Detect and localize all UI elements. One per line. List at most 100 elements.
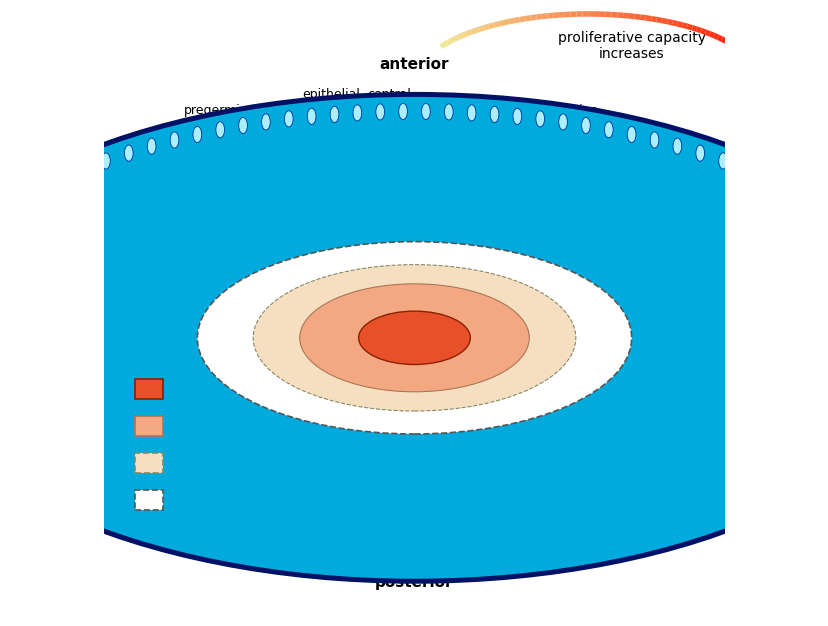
Ellipse shape <box>0 357 4 365</box>
Ellipse shape <box>558 114 566 130</box>
Ellipse shape <box>193 126 201 143</box>
Ellipse shape <box>170 132 179 148</box>
Ellipse shape <box>0 126 828 550</box>
Ellipse shape <box>0 147 828 528</box>
FancyBboxPatch shape <box>135 490 163 510</box>
Ellipse shape <box>284 111 293 127</box>
Ellipse shape <box>0 151 828 524</box>
Ellipse shape <box>0 96 828 580</box>
Ellipse shape <box>79 162 87 178</box>
Ellipse shape <box>824 334 828 342</box>
Ellipse shape <box>741 162 749 178</box>
Text: epithelial
cells: epithelial cells <box>301 88 359 116</box>
Ellipse shape <box>0 334 4 342</box>
Ellipse shape <box>0 381 4 388</box>
Text: germinative
zone: germinative zone <box>125 147 200 175</box>
Text: proliferative capacity
increases: proliferative capacity increases <box>557 31 705 61</box>
Ellipse shape <box>763 172 773 188</box>
Ellipse shape <box>10 196 19 212</box>
Ellipse shape <box>33 183 41 199</box>
Ellipse shape <box>55 172 65 188</box>
Text: capsule: capsule <box>433 558 481 571</box>
Ellipse shape <box>0 106 828 570</box>
Text: germinative
zone: germinative zone <box>599 147 675 175</box>
Ellipse shape <box>649 132 658 148</box>
Ellipse shape <box>0 404 4 411</box>
Ellipse shape <box>73 189 755 487</box>
Ellipse shape <box>2 156 826 520</box>
FancyBboxPatch shape <box>135 453 163 473</box>
Ellipse shape <box>0 143 828 533</box>
Ellipse shape <box>124 145 133 161</box>
Ellipse shape <box>444 104 453 120</box>
Ellipse shape <box>0 121 828 555</box>
FancyBboxPatch shape <box>135 416 163 436</box>
Ellipse shape <box>300 284 528 392</box>
Text: anterior: anterior <box>379 58 449 73</box>
Ellipse shape <box>0 135 828 541</box>
Text: transitional
zone: transitional zone <box>608 423 679 451</box>
Ellipse shape <box>359 311 469 364</box>
Ellipse shape <box>0 264 4 272</box>
Text: adult nucleus: adult nucleus <box>171 494 255 507</box>
Ellipse shape <box>398 103 407 120</box>
Ellipse shape <box>809 196 818 212</box>
Text: infantile nucleus: infantile nucleus <box>171 456 274 470</box>
Ellipse shape <box>102 153 110 169</box>
Ellipse shape <box>421 103 430 120</box>
Ellipse shape <box>32 171 796 505</box>
Ellipse shape <box>604 121 613 138</box>
Text: embryonic nucleus: embryonic nucleus <box>171 382 290 395</box>
Ellipse shape <box>824 287 828 295</box>
Ellipse shape <box>467 105 475 121</box>
Ellipse shape <box>0 311 4 318</box>
Ellipse shape <box>824 264 828 272</box>
Ellipse shape <box>353 105 361 121</box>
Ellipse shape <box>0 96 828 580</box>
Text: pregerminative
zone: pregerminative zone <box>503 103 598 131</box>
Ellipse shape <box>824 357 828 365</box>
Ellipse shape <box>0 116 828 560</box>
Ellipse shape <box>238 118 247 133</box>
Ellipse shape <box>672 138 681 154</box>
Text: bow: bow <box>500 545 526 558</box>
Ellipse shape <box>787 183 795 199</box>
Ellipse shape <box>489 106 498 123</box>
Text: transitional
zone: transitional zone <box>128 423 199 451</box>
Ellipse shape <box>147 138 156 154</box>
Ellipse shape <box>718 153 726 169</box>
Ellipse shape <box>824 381 828 388</box>
FancyBboxPatch shape <box>135 379 163 399</box>
Ellipse shape <box>695 145 704 161</box>
Text: central
zone: central zone <box>368 88 412 116</box>
Text: fetal nucleus: fetal nucleus <box>171 419 252 433</box>
Ellipse shape <box>0 130 828 546</box>
Text: pregerminative
zone: pregerminative zone <box>183 103 279 131</box>
Ellipse shape <box>824 311 828 318</box>
Ellipse shape <box>824 404 828 411</box>
Ellipse shape <box>262 114 270 130</box>
Ellipse shape <box>197 242 631 434</box>
Ellipse shape <box>25 167 803 508</box>
Ellipse shape <box>581 118 590 133</box>
Ellipse shape <box>0 138 828 537</box>
Ellipse shape <box>0 111 828 565</box>
Text: posterior: posterior <box>375 575 453 590</box>
Ellipse shape <box>330 106 339 123</box>
Ellipse shape <box>10 160 818 516</box>
Ellipse shape <box>215 121 224 138</box>
Text: equator: equator <box>638 331 705 346</box>
Text: equator: equator <box>117 331 184 346</box>
Ellipse shape <box>0 427 4 434</box>
Text: cortex: cortex <box>440 96 480 108</box>
Ellipse shape <box>375 104 384 120</box>
Ellipse shape <box>513 108 521 125</box>
Ellipse shape <box>535 111 544 127</box>
Ellipse shape <box>824 427 828 434</box>
Ellipse shape <box>307 108 315 125</box>
Ellipse shape <box>627 126 635 143</box>
Ellipse shape <box>0 287 4 295</box>
Ellipse shape <box>253 265 575 411</box>
Ellipse shape <box>17 163 811 512</box>
Ellipse shape <box>0 101 828 575</box>
